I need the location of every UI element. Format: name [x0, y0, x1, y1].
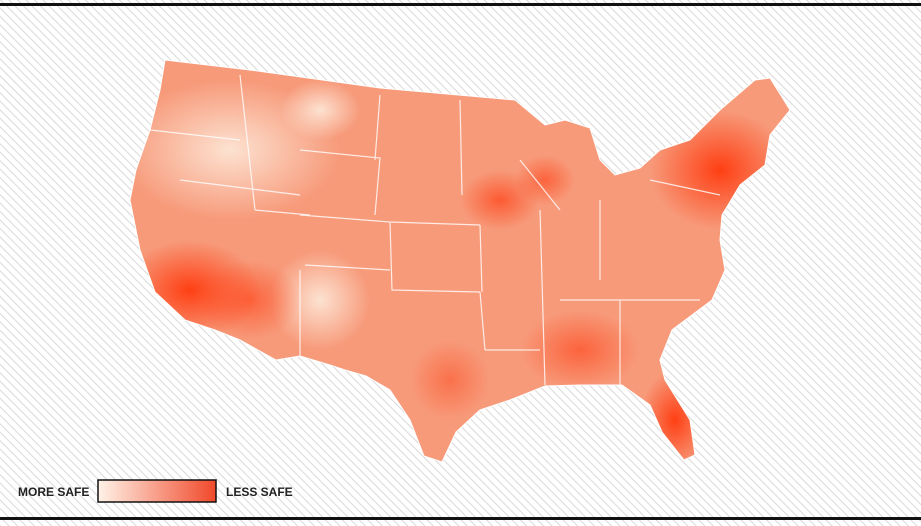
bottom-rule — [0, 517, 921, 520]
legend-low-label: MORE SAFE — [18, 485, 89, 499]
new-mexico-region — [270, 250, 370, 350]
legend: MORE SAFE LESS SAFE — [18, 479, 293, 503]
texas-region — [410, 340, 490, 420]
wisconsin-region — [515, 155, 575, 205]
top-rule — [0, 3, 921, 6]
legend-high-label: LESS SAFE — [226, 485, 293, 499]
state-borders — [149, 74, 721, 386]
deep-south-region — [520, 310, 640, 390]
legend-color-ramp — [97, 479, 217, 503]
arizona-region — [200, 260, 300, 340]
montana-region — [280, 80, 360, 140]
